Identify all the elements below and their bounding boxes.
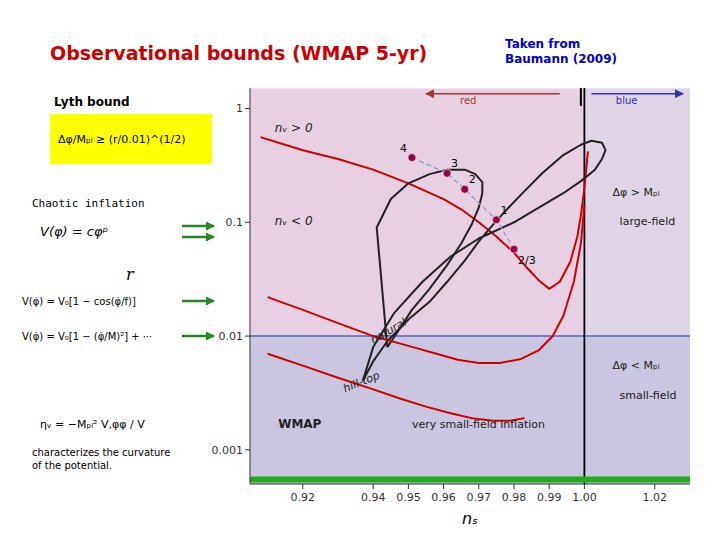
- plot-area: [250, 88, 690, 484]
- subtitle: Taken fromBaumann (2009): [505, 37, 617, 66]
- x-tick: [654, 484, 655, 489]
- note: characterizes the curvature of the potent…: [32, 447, 170, 471]
- chart: Observational bounds (WMAP 5-yr) Taken fr…: [0, 0, 720, 540]
- x-tick-label: 0.98: [502, 491, 527, 504]
- text-line: characterizes the curvature: [32, 447, 170, 458]
- region: [584, 88, 690, 336]
- point: [408, 154, 416, 162]
- y-tick-label: 0.001: [212, 444, 244, 457]
- separator: [580, 88, 582, 106]
- x-tick: [302, 484, 303, 489]
- y-tick: [245, 336, 250, 337]
- x-tick-label: 1.02: [643, 491, 668, 504]
- series-line: [363, 141, 606, 382]
- point: [461, 185, 469, 193]
- x-label: nₛ: [462, 509, 478, 528]
- x-tick-label: 0.96: [431, 491, 456, 504]
- series-line: [412, 158, 514, 250]
- text-line: of the potential.: [32, 460, 112, 471]
- y-tick: [245, 108, 250, 109]
- series-line: [268, 354, 525, 421]
- x-axis-line: [250, 484, 690, 485]
- point-label: 3: [451, 157, 458, 170]
- x-tick: [584, 484, 585, 489]
- point: [492, 216, 500, 224]
- y-tick-label: 0.01: [219, 330, 244, 343]
- point: [510, 245, 518, 253]
- reference-line: [584, 88, 586, 484]
- annotation: nᵥ > 0: [275, 121, 313, 135]
- annotation: WMAP: [278, 417, 321, 431]
- x-tick: [549, 484, 550, 489]
- annotation: small-field: [620, 389, 677, 402]
- x-tick-label: 0.95: [396, 491, 421, 504]
- text-line: Taken from: [505, 37, 580, 51]
- text-line: Baumann (2009): [505, 52, 617, 66]
- series-line: [261, 137, 588, 289]
- annotation: large-field: [620, 215, 676, 228]
- note: V(φ) = cφᵖ: [40, 224, 108, 239]
- x-tick: [373, 484, 374, 489]
- annotation: natural: [368, 316, 409, 347]
- x-tick: [514, 484, 515, 489]
- x-tick-label: 0.92: [291, 491, 316, 504]
- baseline-bar: [250, 476, 690, 482]
- y-label: r: [126, 265, 135, 284]
- note: ηᵥ = −Mₚₗ² V,φφ / V: [40, 418, 145, 431]
- note: Lyth bound: [54, 95, 130, 109]
- note: Δφ/Mₚₗ ≥ (r/0.01)^(1/2): [58, 133, 186, 146]
- pointer-arrow: [182, 236, 214, 239]
- y-tick-label: 0.1: [226, 216, 244, 229]
- note: V(φ̇) = V₀[1 − cos(φ̇/f)]: [22, 296, 136, 307]
- arrow-label: red: [460, 95, 476, 106]
- pointer-arrow: [182, 225, 214, 228]
- region: [250, 336, 690, 484]
- region: [250, 88, 690, 484]
- y-tick: [245, 222, 250, 223]
- title: Observational bounds (WMAP 5-yr): [50, 42, 427, 64]
- annotation: Δφ < Mₚₗ: [613, 359, 660, 372]
- point-label: 4: [400, 142, 407, 155]
- y-tick-label: 1: [236, 102, 243, 115]
- annotation: Δφ > Mₚₗ: [613, 186, 660, 199]
- point-label: 2: [469, 173, 476, 186]
- arrow-label: blue: [616, 95, 638, 106]
- point-label: 1: [500, 204, 507, 217]
- x-tick-label: 0.99: [537, 491, 562, 504]
- x-tick-label: 0.94: [361, 491, 386, 504]
- x-tick: [408, 484, 409, 489]
- note: V(φ̇) = V₀[1 − (φ̇/M)²] + ⋯: [22, 331, 153, 342]
- x-tick: [443, 484, 444, 489]
- annotation: very small-field inflation: [412, 418, 545, 431]
- y-tick: [245, 449, 250, 450]
- annotation: hill-top: [341, 369, 381, 395]
- reference-line: [250, 335, 690, 337]
- pointer-arrow: [182, 300, 214, 303]
- series-line: [268, 206, 585, 363]
- direction-arrow: [426, 93, 560, 95]
- note: Chaotic inflation: [32, 197, 145, 210]
- point: [443, 169, 451, 177]
- pointer-arrow: [182, 335, 214, 338]
- x-tick-label: 0.97: [467, 491, 492, 504]
- x-tick-label: 1.00: [572, 491, 597, 504]
- highlight-box: [50, 114, 212, 164]
- point-label: 2/3: [518, 254, 536, 267]
- x-tick: [478, 484, 479, 489]
- annotation: nᵥ < 0: [275, 214, 313, 228]
- y-axis-line: [250, 88, 251, 484]
